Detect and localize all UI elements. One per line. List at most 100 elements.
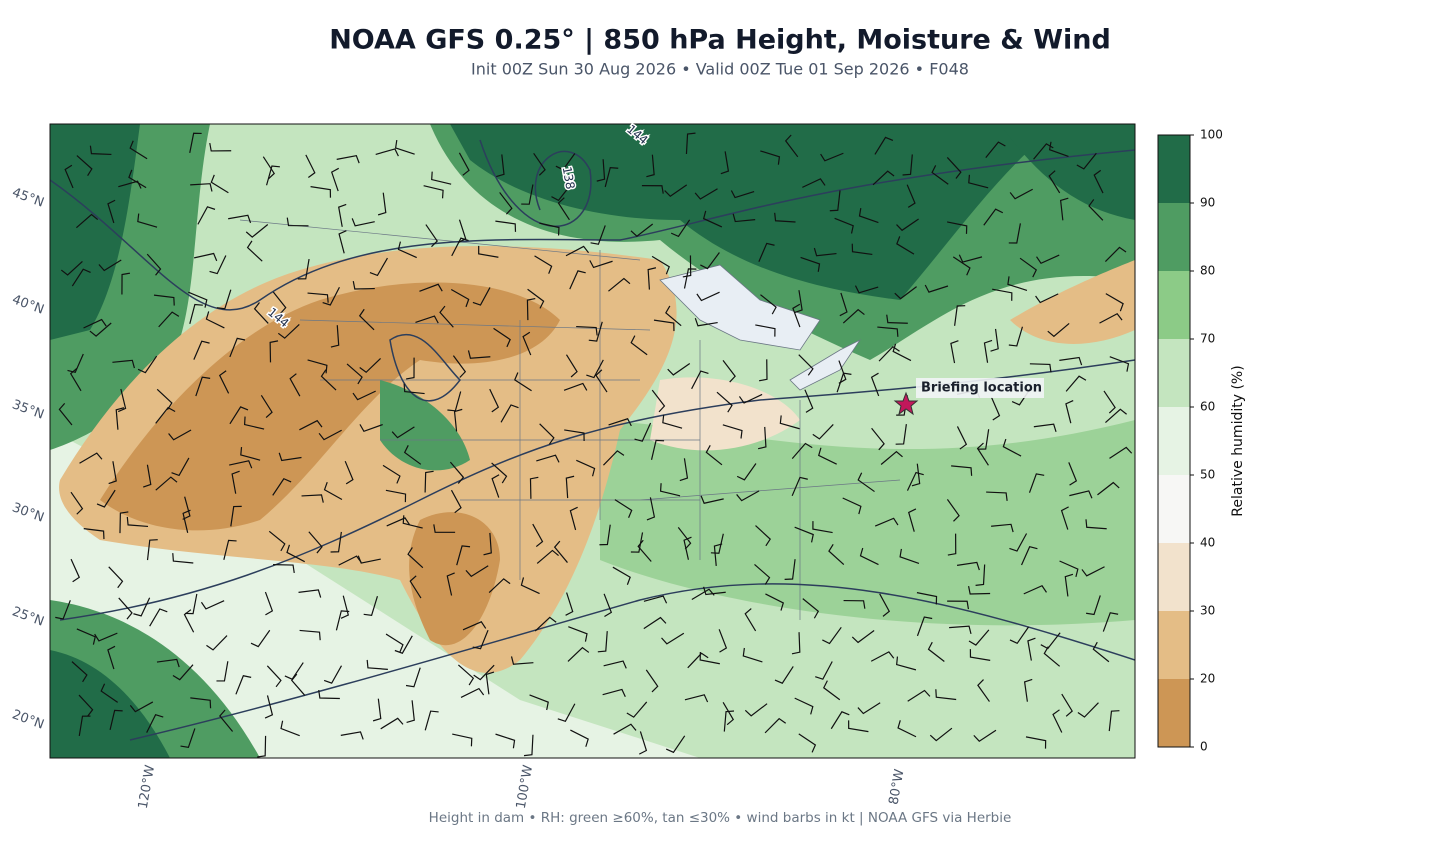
wind-barb [155, 406, 176, 424]
wind-barb [662, 414, 683, 429]
wind-barb [703, 586, 726, 596]
wind-barb [318, 689, 340, 700]
wind-barb [223, 539, 237, 560]
wind-barb [871, 427, 885, 451]
wind-barb [1059, 560, 1079, 577]
wind-barb [112, 359, 136, 369]
wind-barb [450, 489, 462, 514]
wind-barb [449, 461, 465, 484]
wind-barb [685, 132, 696, 155]
wind-barb [956, 561, 980, 571]
wind-barb [58, 403, 73, 426]
wind-barb [323, 481, 343, 501]
wind-barb [589, 260, 613, 269]
wind-barb [880, 450, 903, 465]
wind-barb [951, 465, 973, 476]
wind-barb [172, 664, 194, 681]
wind-barb [557, 197, 570, 221]
wind-barb [465, 565, 489, 578]
wind-barb [576, 325, 598, 336]
wind-barb [916, 616, 933, 637]
wind-barb [403, 383, 425, 395]
wind-barb [472, 287, 491, 306]
wind-barb [947, 533, 957, 556]
wind-barb [534, 255, 553, 274]
wind-barb [1061, 693, 1073, 717]
wind-barb [791, 442, 813, 459]
wind-barb [529, 694, 549, 711]
wind-barb [128, 169, 147, 189]
wind-barb [280, 720, 300, 737]
wind-barb [1103, 390, 1116, 414]
wind-barb [896, 236, 915, 255]
wind-barb [1043, 646, 1061, 667]
wind-barb [1085, 519, 1107, 530]
wind-barb [1008, 223, 1022, 244]
wind-barb [659, 483, 681, 497]
wind-barb [992, 288, 1013, 301]
wind-barb [1025, 736, 1047, 749]
wind-barb [89, 322, 112, 337]
wind-barb [394, 139, 415, 155]
colorbar-segment [1158, 407, 1190, 475]
wind-barb [613, 723, 637, 735]
wind-barb [738, 393, 763, 404]
wind-barb [815, 661, 833, 680]
wind-barb [78, 694, 94, 717]
wind-barb [565, 354, 578, 378]
wind-barb [289, 373, 301, 397]
wind-barb [206, 635, 228, 651]
wind-barb [983, 339, 993, 363]
wind-barb [510, 656, 534, 665]
wind-barb [694, 188, 718, 200]
wind-barb [679, 458, 689, 482]
wind-barb [357, 555, 381, 564]
wind-barb [755, 324, 776, 337]
wind-barb [812, 521, 833, 534]
wind-barb [229, 337, 246, 358]
wind-barb [947, 600, 970, 610]
wind-barb [235, 675, 252, 695]
wind-barb [1088, 199, 1104, 221]
wind-barb [129, 140, 148, 160]
wind-barb [791, 632, 801, 655]
colorbar-tick-label: 60 [1200, 400, 1215, 414]
colorbar-tick-label: 40 [1200, 536, 1215, 550]
wind-barb [456, 545, 471, 566]
wind-barb [146, 253, 162, 276]
wind-barb [55, 600, 71, 620]
wind-barb [335, 610, 350, 631]
wind-barb [107, 645, 116, 670]
wind-barb [602, 688, 626, 697]
wind-barb [330, 531, 342, 553]
wind-barb [1009, 188, 1033, 200]
wind-barb [718, 629, 728, 653]
wind-barb [286, 217, 309, 227]
wind-barb [278, 452, 302, 462]
wind-barb [189, 132, 202, 153]
wind-barb [800, 256, 821, 272]
colorbar-segment [1158, 135, 1190, 203]
wind-barb [907, 689, 931, 702]
wind-barb [730, 190, 755, 199]
wind-barb [451, 237, 469, 257]
wind-barb [340, 595, 350, 619]
wind-barb [407, 547, 424, 569]
wind-barb [180, 728, 196, 749]
wind-barb [643, 595, 668, 604]
wind-barb [385, 633, 404, 653]
wind-barb [1023, 584, 1047, 595]
wind-barb [590, 225, 606, 245]
wind-barb [551, 184, 572, 202]
wind-barb [732, 213, 756, 223]
wind-barb [764, 717, 787, 734]
wind-barb [935, 689, 957, 701]
wind-barb [576, 459, 596, 477]
wind-barb [108, 566, 124, 589]
wind-barb [338, 230, 347, 254]
wind-barb [189, 303, 203, 324]
wind-barb [423, 185, 444, 199]
wind-barb [536, 454, 560, 463]
wind-barb [299, 419, 323, 431]
wind-barb [744, 608, 757, 632]
